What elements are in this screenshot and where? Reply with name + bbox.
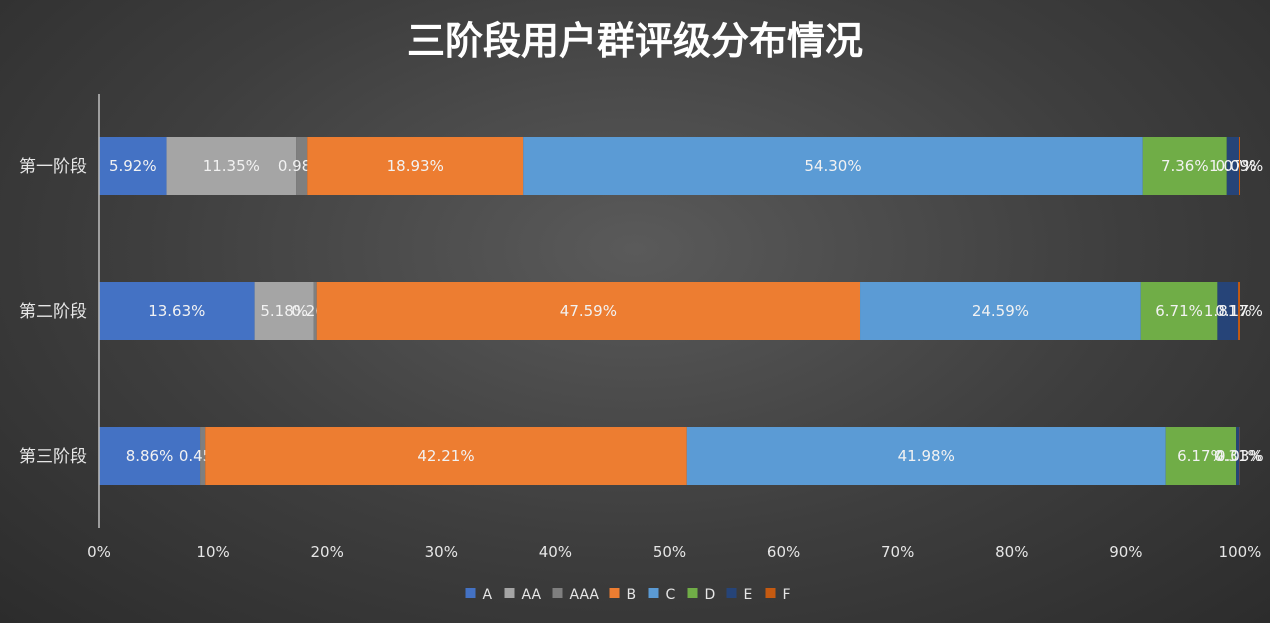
legend-label-B: B (627, 587, 637, 603)
data-label-AA-1: 11.35% (203, 157, 260, 175)
bar-segment-D-2 (1140, 282, 1218, 340)
category-label-1: 第一阶段 (19, 157, 87, 177)
data-label-F-3: 0.03% (1216, 447, 1264, 465)
bar-segment-D-3 (1165, 427, 1237, 485)
legend-swatch-AAA (552, 588, 563, 598)
data-label-C-2: 24.59% (972, 302, 1029, 320)
data-label-A-3: 8.86% (126, 447, 174, 465)
bar-segment-C-2 (860, 282, 1141, 340)
legend-swatch-F (765, 588, 776, 598)
data-label-F-1: 0.09% (1216, 157, 1264, 175)
legend-label-F: F (783, 587, 791, 603)
data-label-D-1: 7.36% (1161, 157, 1209, 175)
legend-swatch-AA (504, 588, 515, 598)
bar-segment-E-1 (1226, 137, 1239, 195)
legend-swatch-A (465, 588, 476, 598)
data-label-A-2: 13.63% (148, 302, 205, 320)
bar-segment-A-1 (99, 137, 167, 195)
data-label-B-3: 42.21% (417, 447, 474, 465)
bar-segment-A-3 (99, 427, 201, 485)
x-tick-label-1: 10% (196, 543, 229, 561)
x-tick-label-5: 50% (653, 543, 686, 561)
bar-segment-F-1 (1238, 137, 1240, 195)
bar-segment-AAA-3 (200, 427, 206, 485)
bar-segment-C-1 (523, 137, 1143, 195)
bar-segment-F-2 (1238, 282, 1240, 340)
bars-group: 5.92% 11.35% 0.98% 18.93% 54.30% 7.36% 1.07%0.… (99, 137, 1264, 485)
data-label-B-1: 18.93% (387, 157, 444, 175)
bar-segment-B-2 (316, 282, 861, 340)
bar-segment-AA-2 (254, 282, 314, 340)
data-label-D-2: 6.71% (1155, 302, 1203, 320)
x-tick-label-7: 70% (881, 543, 914, 561)
bar-segment-A-2 (99, 282, 255, 340)
bar-segment-E-2 (1217, 282, 1239, 340)
bar-segment-B-1 (307, 137, 524, 195)
legend-swatch-C (648, 588, 659, 598)
bar-segment-AA-1 (166, 137, 297, 195)
legend-label-C: C (666, 587, 676, 603)
bar-segment-B-3 (205, 427, 687, 485)
data-label-B-2: 47.59% (560, 302, 617, 320)
legend-swatch-B (609, 588, 620, 598)
data-label-A-1: 5.92% (109, 157, 157, 175)
x-tick-label-9: 90% (1109, 543, 1142, 561)
data-label-F-2: 0.17% (1215, 302, 1263, 320)
bar-segment-E-3 (1236, 427, 1240, 485)
bar-segment-C-3 (686, 427, 1166, 485)
x-tick-label-8: 80% (995, 543, 1028, 561)
data-label-D-3: 6.17% (1177, 447, 1225, 465)
legend-label-D: D (705, 587, 716, 603)
data-label-E-1: 1.07% (1209, 157, 1257, 175)
data-label-AA-2: 5.18% (260, 302, 308, 320)
x-tick-label-3: 30% (425, 543, 458, 561)
data-label-C-3: 41.98% (898, 447, 955, 465)
x-axis-ticks: 0% 10% 20% 30% 40% 50% 60% 70% 80% 90% 100% (87, 543, 1261, 561)
x-tick-label-0: 0% (87, 543, 111, 561)
chart-title: 三阶段用户群评级分布情况 (407, 19, 863, 63)
x-tick-label-2: 20% (311, 543, 344, 561)
bar-segment-AAA-2 (313, 282, 317, 340)
legend-label-E: E (744, 587, 753, 603)
legend: A AA AAA B C D E F (465, 587, 791, 603)
x-tick-label-10: 100% (1219, 543, 1262, 561)
legend-swatch-E (726, 588, 737, 598)
legend-label-AAA: AAA (570, 587, 600, 603)
category-label-2: 第二阶段 (19, 302, 87, 322)
category-label-3: 第三阶段 (19, 447, 87, 467)
bar-segment-D-1 (1142, 137, 1227, 195)
legend-swatch-D (687, 588, 698, 598)
legend-label-AA: AA (522, 587, 542, 603)
legend-label-A: A (483, 587, 493, 603)
x-tick-label-4: 40% (539, 543, 572, 561)
bar-segment-AAA-1 (296, 137, 308, 195)
data-label-E-3: 0.31% (1214, 447, 1262, 465)
data-label-C-1: 54.30% (804, 157, 861, 175)
x-tick-label-6: 60% (767, 543, 800, 561)
